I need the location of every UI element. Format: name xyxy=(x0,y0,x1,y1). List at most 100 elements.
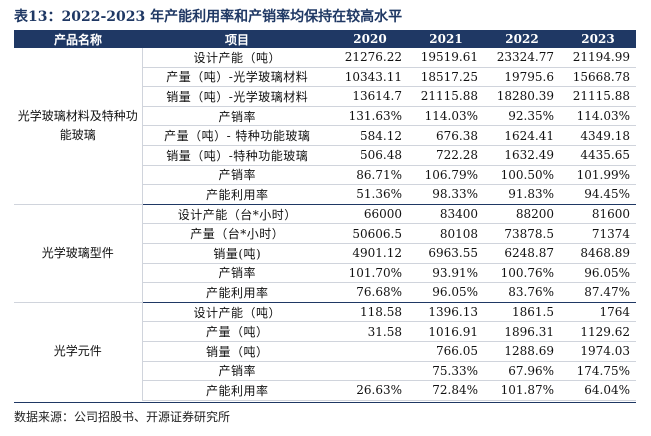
value-cell: 676.38 xyxy=(408,125,484,146)
value-cell: 4435.65 xyxy=(560,145,636,166)
value-cell: 1129.62 xyxy=(560,321,636,342)
value-cell: 1764 xyxy=(560,302,636,323)
value-cell: 21194.99 xyxy=(560,48,636,68)
value-cell: 75.33% xyxy=(408,361,484,382)
value-cell: 4349.18 xyxy=(560,125,636,146)
table-title: 表13：2022-2023 年产能利用率和产销率均保持在较高水平 xyxy=(14,9,403,25)
capacity-table: 产品名称 项目 2020 2021 2022 2023 光学玻璃材料及特种功能玻… xyxy=(14,30,636,401)
item-cell: 设计产能（吨） xyxy=(142,302,332,323)
value-cell: 18280.39 xyxy=(484,86,560,107)
value-cell: 83.76% xyxy=(484,282,560,303)
value-cell: 19795.6 xyxy=(484,67,560,88)
value-cell: 114.03% xyxy=(408,106,484,127)
table-row: 光学玻璃型件 设计产能（台*小时） 66000 83400 88200 81600 xyxy=(14,204,636,303)
value-cell: 106.79% xyxy=(408,165,484,186)
value-cell: 67.96% xyxy=(484,361,560,382)
table-row: 产量（吨）-光学玻璃材料 10343.11 18517.25 19795.6 15668… xyxy=(14,67,636,88)
value-cell: 96.05% xyxy=(408,282,484,303)
value-cell: 101.70% xyxy=(332,263,408,284)
value-cell: 93.91% xyxy=(408,263,484,284)
table-row: 产量（台*小时） 50606.5 80108 73878.5 71374 xyxy=(14,223,636,244)
table-bottom-rule xyxy=(14,402,636,403)
item-cell: 销量（吨）-光学玻璃材料 xyxy=(142,86,332,107)
value-cell: 1896.31 xyxy=(484,321,560,342)
table-row: 销量（吨）-特种功能玻璃 506.48 722.28 1632.49 4435.65 xyxy=(14,145,636,166)
value-cell: 98.33% xyxy=(408,184,484,205)
item-cell: 产销率 xyxy=(142,106,332,127)
value-cell: 83400 xyxy=(408,204,484,225)
header-2020: 2020 xyxy=(332,30,408,48)
value-cell: 174.75% xyxy=(560,361,636,382)
value-cell: 1861.5 xyxy=(484,302,560,323)
header-2023: 2023 xyxy=(560,30,636,48)
value-cell: 66000 xyxy=(332,204,408,225)
table-header-row: 产品名称 项目 2020 2021 2022 2023 xyxy=(14,30,636,48)
value-cell: 13614.7 xyxy=(332,86,408,107)
table-row: 销量（吨） 766.05 1288.69 1974.03 xyxy=(14,341,636,362)
value-cell: 722.28 xyxy=(408,145,484,166)
value-cell: 114.03% xyxy=(560,106,636,127)
value-cell: 76.68% xyxy=(332,282,408,303)
table-row: 销量（吨）-光学玻璃材料 13614.7 21115.88 18280.39 21115… xyxy=(14,86,636,107)
value-cell: 18517.25 xyxy=(408,67,484,88)
item-cell: 产量（台*小时） xyxy=(142,223,332,244)
value-cell: 80108 xyxy=(408,223,484,244)
table-row: 产销率 131.63% 114.03% 92.35% 114.03% xyxy=(14,106,636,127)
table-row: 产量（吨） 31.58 1016.91 1896.31 1129.62 xyxy=(14,321,636,342)
value-cell: 4901.12 xyxy=(332,243,408,264)
value-cell: 81600 xyxy=(560,204,636,225)
table-row: 产能利用率 51.36% 98.33% 91.83% 94.45% xyxy=(14,184,636,205)
table-row: 产销率 75.33% 67.96% 174.75% xyxy=(14,361,636,382)
item-cell: 产销率 xyxy=(142,165,332,186)
value-cell: 88200 xyxy=(484,204,560,225)
item-cell: 产量（吨）- 特种功能玻璃 xyxy=(142,125,332,146)
value-cell: 1396.13 xyxy=(408,302,484,323)
value-cell: 86.71% xyxy=(332,165,408,186)
value-cell: 6963.55 xyxy=(408,243,484,264)
value-cell: 101.99% xyxy=(560,165,636,186)
table-row: 销量(吨) 4901.12 6963.55 6248.87 8468.89 xyxy=(14,243,636,264)
value-cell: 1016.91 xyxy=(408,321,484,342)
header-2022: 2022 xyxy=(484,30,560,48)
value-cell xyxy=(332,361,408,382)
item-cell: 产量（吨） xyxy=(142,321,332,342)
value-cell: 21115.88 xyxy=(560,86,636,107)
value-cell: 118.58 xyxy=(332,302,408,323)
item-cell: 设计产能（吨） xyxy=(142,48,332,68)
header-2021: 2021 xyxy=(408,30,484,48)
value-cell: 19519.61 xyxy=(408,48,484,68)
table-row: 产能利用率 26.63% 72.84% 101.87% 64.04% xyxy=(14,380,636,401)
value-cell: 72.84% xyxy=(408,380,484,401)
value-cell: 10343.11 xyxy=(332,67,408,88)
value-cell: 100.76% xyxy=(484,263,560,284)
table-row: 光学元件 设计产能（吨） 118.58 1396.13 1861.5 1764 xyxy=(14,302,636,401)
value-cell: 1288.69 xyxy=(484,341,560,362)
source-note: 数据来源：公司招股书、开源证券研究所 xyxy=(14,410,231,424)
value-cell: 100.50% xyxy=(484,165,560,186)
item-cell: 销量（吨）-特种功能玻璃 xyxy=(142,145,332,166)
value-cell: 6248.87 xyxy=(484,243,560,264)
item-cell: 设计产能（台*小时） xyxy=(142,204,332,225)
value-cell: 87.47% xyxy=(560,282,636,303)
value-cell: 21115.88 xyxy=(408,86,484,107)
value-cell: 101.87% xyxy=(484,380,560,401)
header-item: 项目 xyxy=(142,30,332,48)
value-cell: 1974.03 xyxy=(560,341,636,362)
value-cell: 21276.22 xyxy=(332,48,408,68)
product-name-cell: 光学玻璃型件 xyxy=(14,204,143,303)
value-cell: 1632.49 xyxy=(484,145,560,166)
value-cell: 92.35% xyxy=(484,106,560,127)
value-cell: 766.05 xyxy=(408,341,484,362)
value-cell: 26.63% xyxy=(332,380,408,401)
value-cell: 64.04% xyxy=(560,380,636,401)
table-row: 产能利用率 76.68% 96.05% 83.76% 87.47% xyxy=(14,282,636,303)
value-cell: 94.45% xyxy=(560,184,636,205)
item-cell: 产能利用率 xyxy=(142,184,332,205)
table-row: 光学玻璃材料及特种功能玻璃 设计产能（吨） 21276.22 19519.61 2332… xyxy=(14,48,636,205)
value-cell: 506.48 xyxy=(332,145,408,166)
value-cell: 50606.5 xyxy=(332,223,408,244)
value-cell: 1624.41 xyxy=(484,125,560,146)
value-cell: 31.58 xyxy=(332,321,408,342)
table-body: 光学玻璃材料及特种功能玻璃 设计产能（吨） 21276.22 19519.61 2332… xyxy=(14,48,636,401)
value-cell: 91.83% xyxy=(484,184,560,205)
